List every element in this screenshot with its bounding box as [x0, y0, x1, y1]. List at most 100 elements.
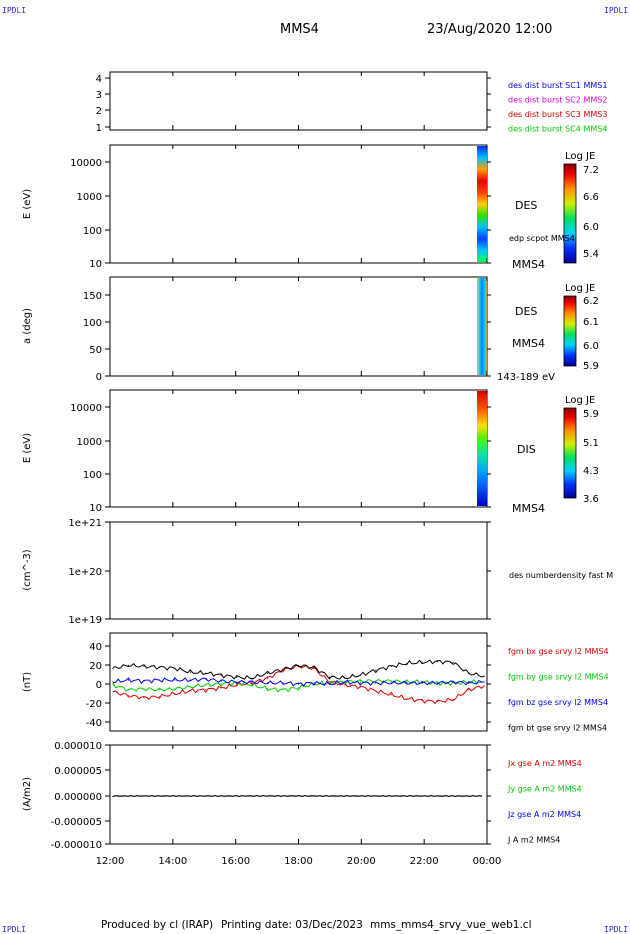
des-pitch-ylabel: a (deg): [22, 308, 33, 344]
p5-ytick-label: 1e+20: [68, 567, 102, 578]
b-series-point: [143, 665, 145, 667]
b-series-point: [189, 690, 191, 692]
b-series-point: [189, 686, 191, 688]
p4-colorbar-tick: 5.1: [583, 438, 599, 449]
b-series-point: [452, 682, 454, 684]
b-series-point: [220, 683, 222, 685]
x-tick-label: 12:00: [96, 856, 125, 867]
p3-ytick-label: 150: [83, 291, 102, 302]
b-series-point: [390, 694, 392, 696]
b-series-point: [406, 698, 408, 700]
b-series-point: [313, 667, 315, 669]
sc-legend-entry: des dist burst SC3 MMS3: [508, 110, 607, 119]
p6-ytick-label: 0: [96, 680, 102, 691]
b-series-point: [158, 666, 160, 668]
des-energy-tag: MMS4: [512, 258, 545, 271]
b-series-point: [112, 684, 114, 686]
j-legend-entry: Jz gse A m2 MMS4: [507, 810, 581, 819]
des-pitch-name: DES: [515, 305, 537, 318]
p4-colorbar-tick: 5.9: [583, 409, 599, 420]
b-series-point: [483, 681, 485, 683]
p7-ytick-label: -0.000005: [51, 817, 102, 828]
footer-filename: mms_mms4_srvy_vue_web1.cl: [370, 919, 532, 931]
b-series-point: [267, 682, 269, 684]
p2-colorbar-tick: 6.0: [583, 222, 599, 233]
b-legend-entry: fgm by gse srvy l2 MMS4: [508, 673, 609, 682]
b-series-point: [143, 688, 145, 690]
x-tick-label: 00:00: [473, 856, 502, 867]
b-series-point: [467, 672, 470, 674]
b-series-point: [452, 699, 454, 701]
b-series-line: [112, 659, 485, 680]
p7-ytick-label: 0.000005: [54, 766, 102, 777]
x-tick-label: 16:00: [221, 856, 250, 867]
des-pitch-energy-range: 143-189 eV: [497, 372, 555, 383]
b-series-point: [174, 667, 176, 669]
b-series-point: [344, 681, 346, 683]
sc-legend-entry: des dist burst SC1 MMS1: [508, 81, 607, 90]
p4-ytick-label: 10: [89, 503, 102, 514]
b-series-point: [375, 690, 377, 692]
b-series-point: [421, 682, 423, 684]
b-series-point: [112, 681, 114, 683]
b-series-point: [359, 674, 361, 676]
b-series-point: [282, 668, 284, 670]
des-energy-name: DES: [515, 199, 537, 212]
j-legend-entry: Jx gse A m2 MMS4: [507, 759, 582, 768]
b-series-point: [313, 682, 315, 684]
p1-ytick-label: 3: [96, 90, 102, 101]
panel-frame-sc-overview: [109, 71, 488, 131]
b-series-point: [375, 669, 377, 671]
b-series-point: [267, 688, 269, 690]
footer-printing-date: Printing date: 03/Dec/2023: [221, 919, 363, 931]
b-series-point: [251, 677, 253, 679]
sc-legend-entry: des dist burst SC2 MMS2: [508, 96, 607, 105]
b-legend-entry: fgm bt gse srvy l2 MMS4: [508, 724, 607, 733]
b-series-point: [205, 684, 207, 686]
des-pitch-spectrogram-strip: [477, 278, 487, 375]
x-tick-label: 18:00: [284, 856, 313, 867]
b-series-point: [359, 682, 361, 684]
p2-ytick-label: 10: [89, 259, 102, 270]
des-energy-ylabel: E (eV): [22, 189, 33, 219]
b-series-point: [158, 679, 160, 681]
plot-datetime: 23/Aug/2020 12:00: [427, 22, 553, 37]
dis-energy-ylabel: E (eV): [22, 433, 33, 463]
dis-energy-colorbar-title: Log JE: [565, 395, 595, 406]
x-tick-label: 22:00: [410, 856, 439, 867]
p4-colorbar-tick: 4.3: [583, 466, 599, 477]
p1-ytick-label: 1: [96, 123, 102, 134]
j-series-line: [112, 794, 483, 798]
dis-energy-colorbar: [563, 407, 577, 499]
dis-energy-name: DIS: [517, 443, 536, 456]
des-pitch-colorbar-title: Log JE: [565, 283, 595, 294]
b-series-point: [251, 682, 253, 684]
des-pitch-tag: MMS4: [512, 337, 545, 350]
b-series-point: [112, 691, 114, 693]
b-series-point: [251, 681, 253, 683]
p2-ytick-label: 100: [83, 226, 102, 237]
b-series-point: [189, 679, 191, 681]
panel-frame-current-density: [109, 744, 488, 845]
b-series-point: [328, 683, 330, 685]
b-series-point: [236, 681, 238, 683]
corner-mark-top-right: IPDLI: [604, 6, 629, 15]
panel-frame-des-energy: [109, 144, 488, 264]
b-series-point: [220, 674, 222, 676]
p4-ytick-label: 10000: [70, 403, 102, 414]
p3-ytick-label: 100: [83, 318, 102, 329]
b-series-point: [390, 665, 392, 667]
p3-colorbar-tick: 5.9: [583, 361, 599, 372]
b-series-point: [267, 672, 269, 674]
b-series-point: [437, 660, 439, 663]
b-series-point: [467, 682, 470, 684]
p6-ytick-label: 40: [89, 642, 102, 653]
j-legend-entry: J A m2 MMS4: [507, 836, 560, 845]
p7-ytick-label: 0.000010: [54, 741, 102, 752]
p1-ytick-label: 2: [96, 106, 102, 117]
b-series-point: [174, 679, 176, 681]
b-series-point: [406, 662, 408, 665]
p6-ytick-label: -40: [86, 718, 102, 729]
b-series-point: [297, 664, 300, 666]
p5-ytick-label: 1e+21: [68, 518, 102, 529]
